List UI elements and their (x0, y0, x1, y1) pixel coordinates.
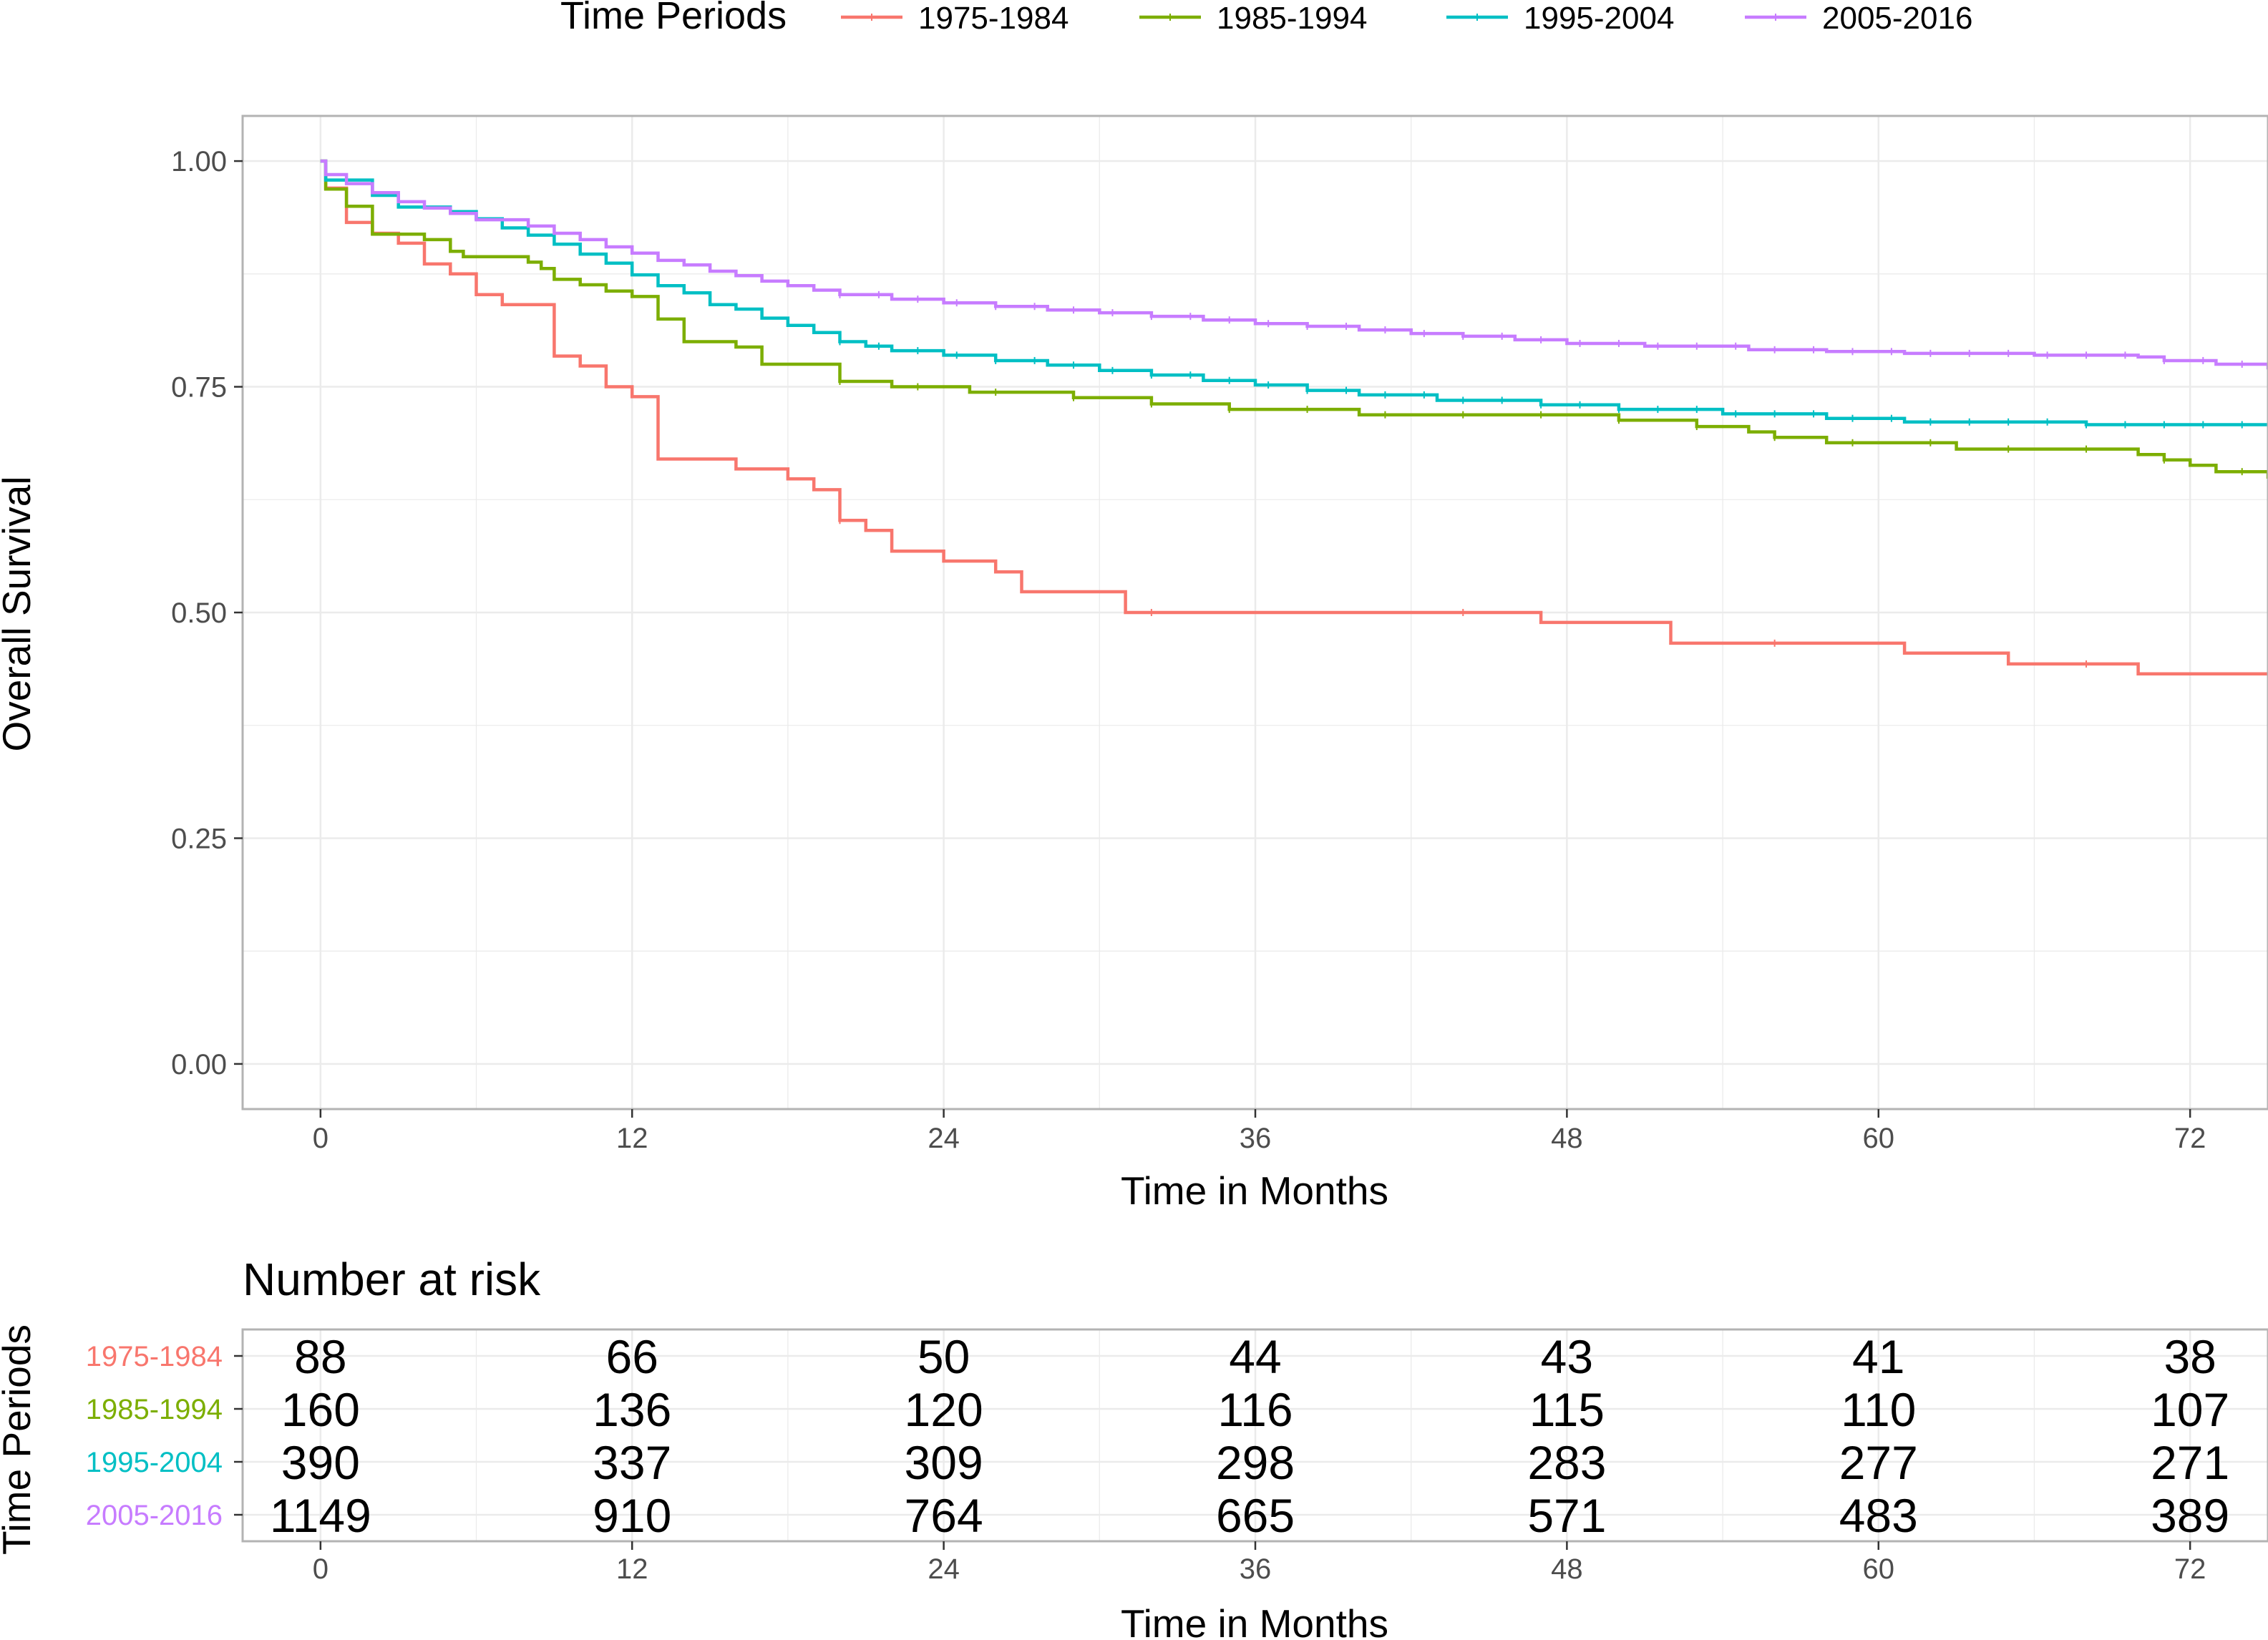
x-axis-title: Time in Months (1121, 1168, 1388, 1213)
risk-count: 43 (1541, 1330, 1593, 1383)
legend-label-1995-2004: 1995-2004 (1524, 1, 1674, 36)
risk-table-x-axis-title: Time in Months (1121, 1601, 1388, 1640)
risk-row-2005-2016: 2005-2016 1149 910 764 665 571 483 389 (86, 1489, 2230, 1542)
x-tick-label: 0 (313, 1123, 328, 1154)
risk-table-title: Number at risk (243, 1254, 541, 1305)
risk-count: 390 (281, 1436, 360, 1489)
risk-count: 44 (1229, 1330, 1281, 1383)
y-axis-title: Overall Survival (0, 476, 39, 751)
risk-count: 764 (905, 1489, 983, 1542)
risk-x-tick-label: 24 (928, 1553, 960, 1585)
x-tick-label: 48 (1551, 1123, 1583, 1154)
censor-marks-2005-2016 (839, 291, 2243, 368)
risk-count: 337 (593, 1436, 671, 1489)
x-tick-label: 12 (616, 1123, 648, 1154)
y-axis-ticks: 0.00 0.25 0.50 0.75 1.00 (171, 146, 243, 1080)
censor-marks-1995-2004 (839, 338, 2243, 429)
risk-count: 38 (2164, 1330, 2216, 1383)
y-tick-label: 0.25 (171, 823, 227, 854)
risk-count: 41 (1852, 1330, 1904, 1383)
y-tick-label: 1.00 (171, 146, 227, 177)
legend-title: Time Periods (560, 0, 787, 37)
risk-x-tick-label: 48 (1551, 1553, 1583, 1585)
x-tick-label: 24 (928, 1123, 960, 1154)
risk-count: 571 (1527, 1489, 1606, 1542)
risk-count: 277 (1839, 1436, 1918, 1489)
risk-row-label: 2005-2016 (86, 1500, 223, 1531)
risk-count: 389 (2151, 1489, 2229, 1542)
risk-count: 483 (1839, 1489, 1918, 1542)
risk-row-label: 1975-1984 (86, 1341, 223, 1372)
risk-x-tick-label: 12 (616, 1553, 648, 1585)
risk-count: 298 (1216, 1436, 1295, 1489)
risk-row-label: 1985-1994 (86, 1394, 223, 1425)
x-tick-label: 36 (1240, 1123, 1272, 1154)
risk-row-label: 1995-2004 (86, 1447, 223, 1478)
risk-count: 665 (1216, 1489, 1295, 1542)
risk-count: 1149 (270, 1489, 371, 1542)
risk-count: 910 (593, 1489, 671, 1542)
censor-marks-1985-1994 (839, 377, 2243, 476)
x-axis-ticks: 0 12 24 36 48 60 72 (313, 1109, 2206, 1154)
x-tick-label: 60 (1863, 1123, 1895, 1154)
survival-curve-2005-2016 (320, 159, 2268, 370)
legend-label-1975-1984: 1975-1984 (918, 1, 1069, 36)
y-tick-label: 0.75 (171, 372, 227, 404)
risk-x-tick-label: 60 (1863, 1553, 1895, 1585)
risk-count: 120 (905, 1383, 983, 1436)
risk-table-y-axis-title: Time Periods (0, 1324, 39, 1555)
legend: Time Periods 1975-1984 1985-1994 1995-2004… (560, 0, 1972, 37)
risk-count: 283 (1527, 1436, 1606, 1489)
risk-row-1995-2004: 1995-2004 390 337 309 298 283 277 271 (86, 1436, 2230, 1489)
risk-count: 66 (606, 1330, 658, 1383)
risk-table-grid (243, 1329, 2268, 1541)
risk-count: 107 (2151, 1383, 2229, 1436)
risk-count: 116 (1217, 1383, 1293, 1436)
survival-curves (320, 159, 2268, 676)
survival-plot: 0 12 24 36 48 60 72 0.00 0.25 0.50 0.75 1.00 Time … (0, 114, 2268, 1213)
risk-count: 50 (918, 1330, 970, 1383)
risk-table-x-ticks: 0 12 24 36 48 60 72 (313, 1541, 2206, 1585)
risk-table: Number at risk 1975-1984 88 66 50 44 43 41 3819… (0, 1254, 2268, 1640)
x-tick-label: 72 (2174, 1123, 2206, 1154)
legend-label-1985-1994: 1985-1994 (1217, 1, 1367, 36)
risk-row-1975-1984: 1975-1984 88 66 50 44 43 41 38 (86, 1330, 2216, 1383)
risk-count: 309 (905, 1436, 983, 1489)
risk-x-tick-label: 0 (313, 1553, 328, 1585)
risk-count: 110 (1841, 1383, 1916, 1436)
risk-count: 271 (2151, 1436, 2229, 1489)
risk-count: 136 (593, 1383, 671, 1436)
censor-marks-1975-1984 (839, 517, 2088, 668)
risk-row-1985-1994: 1985-1994 160 136 120 116 115 110 107 (86, 1383, 2230, 1436)
risk-x-tick-label: 72 (2174, 1553, 2206, 1585)
y-tick-label: 0.50 (171, 597, 227, 629)
legend-label-2005-2016: 2005-2016 (1822, 1, 1972, 36)
risk-table-rows: 1975-1984 88 66 50 44 43 41 38 1985-1994 160 136 12… (86, 1330, 2230, 1542)
y-tick-label: 0.00 (171, 1049, 227, 1080)
risk-x-tick-label: 36 (1240, 1553, 1272, 1585)
risk-count: 115 (1529, 1383, 1605, 1436)
risk-count: 88 (294, 1330, 346, 1383)
survival-curve-1985-1994 (320, 159, 2268, 479)
plot-grid (243, 116, 2268, 1109)
survival-curve-1975-1984 (320, 159, 2268, 676)
risk-count: 160 (281, 1383, 360, 1436)
